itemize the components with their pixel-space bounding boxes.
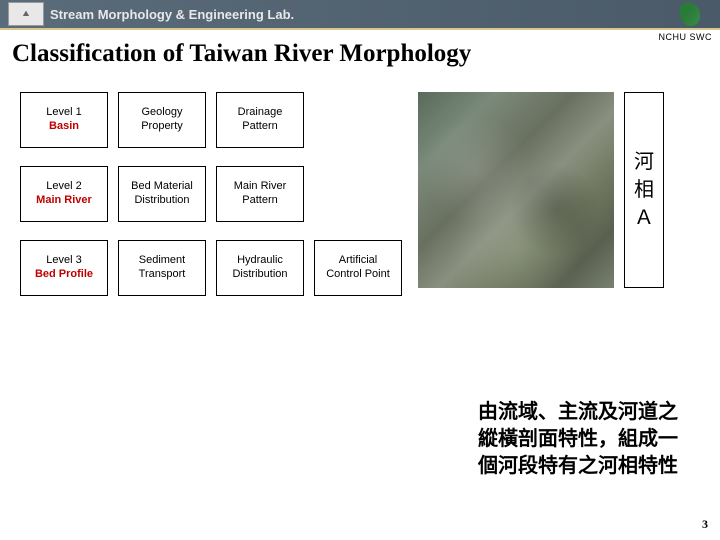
level1-bot: Basin xyxy=(49,120,79,134)
page-title: Classification of Taiwan River Morpholog… xyxy=(0,30,720,74)
r1c3-bot: Pattern xyxy=(242,120,277,134)
r2c4-empty xyxy=(314,166,402,222)
r3c4-top: Artificial xyxy=(339,254,378,268)
r1c4-empty xyxy=(314,92,402,148)
side-l2: 相 xyxy=(634,176,654,204)
r3c2-top: Sediment xyxy=(139,254,185,268)
r3c3: Hydraulic Distribution xyxy=(216,240,304,296)
r2c2-top: Bed Material xyxy=(131,180,193,194)
r1c2-bot: Property xyxy=(141,120,183,134)
r3c4: Artificial Control Point xyxy=(314,240,402,296)
header-bar: ⛰ Stream Morphology & Engineering Lab. xyxy=(0,0,720,28)
level2-cell: Level 2 Main River xyxy=(20,166,108,222)
bottom-l1: 由流域、主流及河道之 xyxy=(478,399,678,426)
content-row: Level 1 Basin Geology Property Drainage … xyxy=(0,74,720,296)
r3c3-bot: Distribution xyxy=(232,268,287,282)
lab-name: Stream Morphology & Engineering Lab. xyxy=(50,7,294,22)
bottom-l2: 縱橫剖面特性，組成一 xyxy=(478,426,678,453)
r2c2-bot: Distribution xyxy=(134,194,189,208)
r3c2: Sediment Transport xyxy=(118,240,206,296)
taiwan-logo xyxy=(668,2,712,28)
bottom-l3: 個河段特有之河相特性 xyxy=(478,453,678,480)
level3-top: Level 3 xyxy=(46,254,81,268)
side-l3: Ａ xyxy=(634,204,654,232)
classification-grid: Level 1 Basin Geology Property Drainage … xyxy=(20,92,402,296)
r1c3-top: Drainage xyxy=(238,106,283,120)
level3-bot: Bed Profile xyxy=(35,268,93,282)
side-l1: 河 xyxy=(634,148,654,176)
r1c2-top: Geology xyxy=(142,106,183,120)
level1-top: Level 1 xyxy=(46,106,81,120)
r2c2: Bed Material Distribution xyxy=(118,166,206,222)
r3c3-top: Hydraulic xyxy=(237,254,283,268)
level1-cell: Level 1 Basin xyxy=(20,92,108,148)
level2-top: Level 2 xyxy=(46,180,81,194)
affiliation-text: NCHU SWC xyxy=(659,32,713,42)
page-number: 3 xyxy=(702,517,708,532)
bottom-description: 由流域、主流及河道之 縱橫剖面特性，組成一 個河段特有之河相特性 xyxy=(478,399,678,480)
r2c3-top: Main River xyxy=(234,180,287,194)
r2c3-bot: Pattern xyxy=(242,194,277,208)
r1c2: Geology Property xyxy=(118,92,206,148)
r3c4-bot: Control Point xyxy=(326,268,390,282)
r3c2-bot: Transport xyxy=(139,268,186,282)
aerial-image xyxy=(418,92,614,288)
header-small-icon: ⛰ xyxy=(8,2,44,26)
level3-cell: Level 3 Bed Profile xyxy=(20,240,108,296)
level2-bot: Main River xyxy=(36,194,92,208)
r1c3: Drainage Pattern xyxy=(216,92,304,148)
r2c3: Main River Pattern xyxy=(216,166,304,222)
river-facies-box: 河 相 Ａ xyxy=(624,92,664,288)
